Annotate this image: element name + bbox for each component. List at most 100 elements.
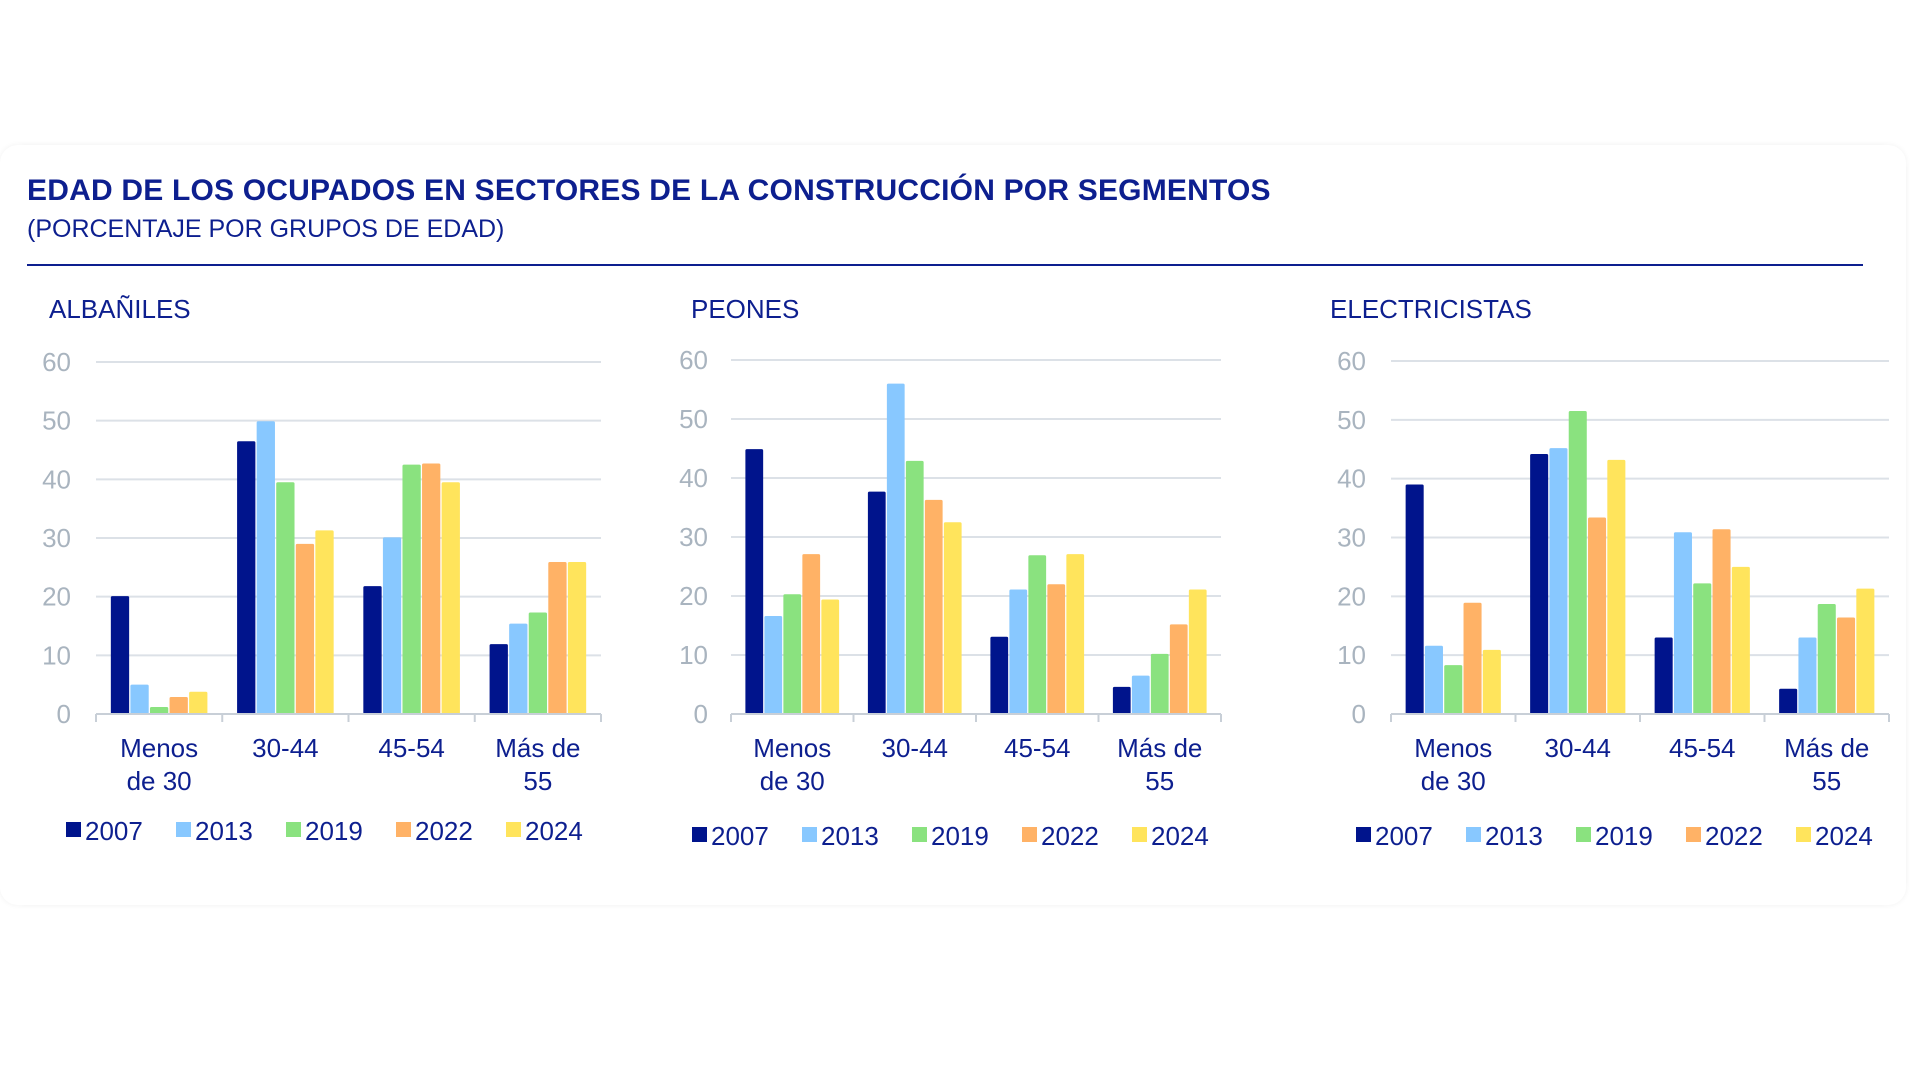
x-tick-label: 30-44 <box>882 733 949 763</box>
legend-label: 2013 <box>821 821 879 851</box>
bar-2007-3 <box>1779 688 1798 714</box>
bar-2022-0 <box>169 696 188 714</box>
bar-2024-3 <box>1188 589 1207 714</box>
page-title: EDAD DE LOS OCUPADOS EN SECTORES DE LA C… <box>27 174 1271 207</box>
legend-label: 2024 <box>525 816 583 846</box>
y-tick-label: 0 <box>1352 699 1366 729</box>
legend-label: 2022 <box>1705 821 1763 851</box>
legend-label: 2019 <box>305 816 363 846</box>
x-tick-label: de 30 <box>1421 766 1486 796</box>
chart-title: ELECTRICISTAS <box>1330 294 1532 324</box>
bar-2019-0 <box>149 706 169 714</box>
bar-2022-1 <box>1588 517 1607 714</box>
x-tick-label: 45-54 <box>1669 733 1736 763</box>
legend-swatch-2022 <box>396 822 411 837</box>
bar-2022-0 <box>1463 602 1482 714</box>
x-tick-label: Más de <box>1117 733 1202 763</box>
bar-2013-2 <box>1673 532 1692 714</box>
legend-swatch-2022 <box>1022 827 1037 842</box>
bar-2024-2 <box>441 482 460 714</box>
bar-2024-0 <box>189 691 208 714</box>
bar-2007-0 <box>110 596 130 714</box>
chart-title: ALBAÑILES <box>49 294 191 324</box>
legend-label: 2007 <box>711 821 769 851</box>
legend-swatch-2013 <box>1466 827 1481 842</box>
bar-2013-3 <box>1131 675 1150 714</box>
bar-2019-1 <box>1568 411 1587 714</box>
bar-2022-2 <box>1712 529 1731 714</box>
x-tick-label: Más de <box>495 733 580 763</box>
y-tick-label: 40 <box>679 463 708 493</box>
legend-swatch-2022 <box>1686 827 1701 842</box>
x-tick-label: 30-44 <box>252 733 319 763</box>
y-tick-label: 0 <box>57 699 71 729</box>
x-tick-label: de 30 <box>127 766 192 796</box>
legend-swatch-2007 <box>692 827 707 842</box>
y-tick-label: 50 <box>679 404 708 434</box>
legend-swatch-2019 <box>286 822 301 837</box>
bar-2024-0 <box>821 599 840 714</box>
y-tick-label: 20 <box>42 582 71 612</box>
bar-2007-3 <box>1112 686 1131 714</box>
x-tick-label: 55 <box>1145 766 1174 796</box>
legend-label: 2019 <box>1595 821 1653 851</box>
x-tick-label: 55 <box>523 766 552 796</box>
legend-label: 2013 <box>195 816 253 846</box>
legend-swatch-2013 <box>176 822 191 837</box>
bar-2013-2 <box>1009 589 1028 714</box>
bar-2024-3 <box>567 562 587 714</box>
y-tick-label: 30 <box>42 523 71 553</box>
x-tick-label: 45-54 <box>1004 733 1071 763</box>
y-tick-label: 10 <box>679 640 708 670</box>
bar-2013-0 <box>1424 645 1443 714</box>
bar-2022-3 <box>1837 617 1856 714</box>
legend-label: 2022 <box>1041 821 1099 851</box>
bar-2013-0 <box>130 684 149 714</box>
bar-2019-0 <box>1444 665 1463 714</box>
legend-swatch-2007 <box>1356 827 1371 842</box>
y-tick-label: 20 <box>679 581 708 611</box>
bar-2019-1 <box>276 482 295 714</box>
x-tick-label: Menos <box>120 733 198 763</box>
legend-label: 2024 <box>1815 821 1873 851</box>
bar-2022-2 <box>1047 584 1066 714</box>
bar-2013-3 <box>509 623 528 714</box>
y-tick-label: 40 <box>42 464 71 494</box>
bar-2024-1 <box>1607 459 1626 714</box>
y-tick-label: 40 <box>1337 464 1366 494</box>
x-tick-label: 55 <box>1812 766 1841 796</box>
x-tick-label: 30-44 <box>1545 733 1612 763</box>
y-tick-label: 50 <box>42 406 71 436</box>
bar-2019-2 <box>1028 555 1047 714</box>
legend-label: 2007 <box>1375 821 1433 851</box>
y-tick-label: 60 <box>679 345 708 375</box>
bar-2007-2 <box>1654 637 1673 714</box>
bar-2007-1 <box>867 491 886 714</box>
x-tick-label: Menos <box>1414 733 1492 763</box>
bar-2022-0 <box>802 554 821 714</box>
legend-label: 2022 <box>415 816 473 846</box>
bar-2013-1 <box>886 383 905 714</box>
bar-2019-2 <box>402 464 421 714</box>
bar-2024-1 <box>943 522 962 714</box>
bar-2019-3 <box>1150 653 1169 714</box>
y-tick-label: 50 <box>1337 405 1366 435</box>
legend-swatch-2024 <box>1132 827 1147 842</box>
legend-swatch-2019 <box>912 827 927 842</box>
y-tick-label: 60 <box>42 347 71 377</box>
bar-2022-3 <box>1169 624 1188 714</box>
bar-2007-0 <box>745 449 764 714</box>
bar-2013-2 <box>382 537 402 714</box>
x-tick-label: Más de <box>1784 733 1869 763</box>
legend-swatch-2024 <box>1796 827 1811 842</box>
bar-2019-2 <box>1693 583 1712 714</box>
legend-label: 2013 <box>1485 821 1543 851</box>
y-tick-label: 10 <box>42 640 71 670</box>
chart-title: PEONES <box>691 294 799 324</box>
bar-2013-1 <box>1549 448 1568 714</box>
y-tick-label: 10 <box>1337 640 1366 670</box>
legend-label: 2019 <box>931 821 989 851</box>
bar-2024-0 <box>1482 649 1501 714</box>
bar-2019-1 <box>905 460 924 714</box>
